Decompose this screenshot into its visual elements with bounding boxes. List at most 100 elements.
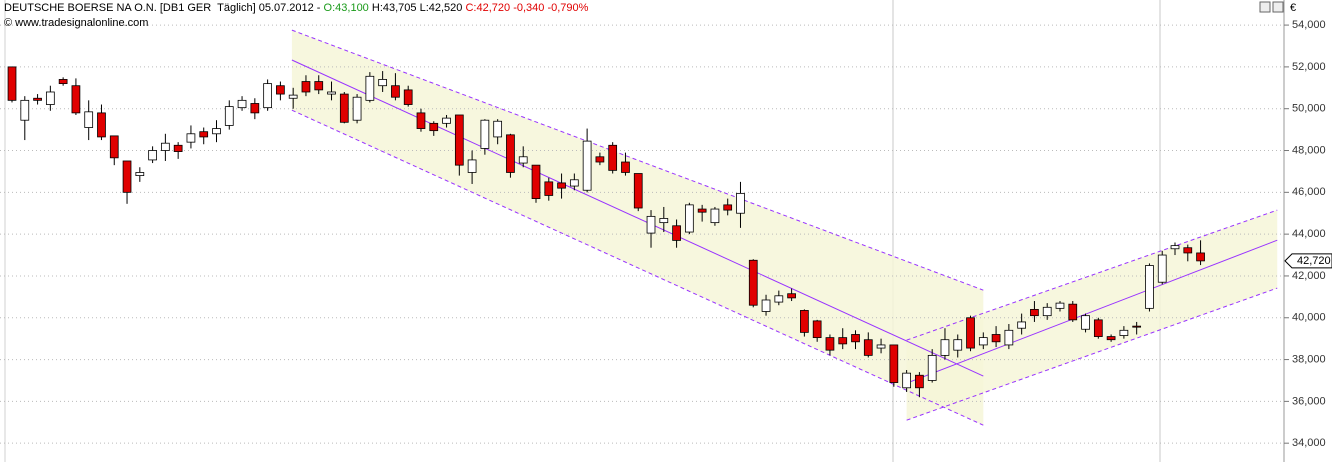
channel-band <box>291 30 984 426</box>
candle-body <box>557 182 566 189</box>
y-tick-label: 36,000 <box>1292 395 1326 407</box>
candle-body <box>748 259 758 306</box>
quote-close: C:42,720 <box>465 2 511 14</box>
candle-body <box>263 83 272 109</box>
candle-body <box>33 97 42 101</box>
candle-body <box>915 374 924 389</box>
y-tick-label: 34,000 <box>1292 437 1326 449</box>
candle-body <box>621 161 630 173</box>
candle-body <box>1004 329 1014 346</box>
candle-body <box>480 119 490 149</box>
candle-body <box>966 317 975 349</box>
candle-body <box>800 310 809 333</box>
candle-body <box>684 204 694 233</box>
candle-body <box>122 160 132 193</box>
candle-body <box>186 133 196 143</box>
candle-body <box>250 103 260 114</box>
candle-body <box>454 114 464 166</box>
candle-body <box>1170 245 1180 250</box>
header: DEUTSCHE BOERSE NA O.N. [DB1 GER Täglich… <box>4 1 588 31</box>
candle-body <box>851 334 860 343</box>
candle-body <box>697 208 707 213</box>
candle-body <box>1157 254 1167 283</box>
candle-body <box>825 337 835 351</box>
candle-body <box>429 122 439 132</box>
candle-body <box>1196 252 1205 262</box>
candle-body <box>237 99 247 109</box>
candle-body <box>212 128 221 135</box>
candle-body <box>1132 325 1142 328</box>
candle-body <box>339 93 349 123</box>
channel-middle-line <box>906 239 1278 384</box>
candle-body <box>569 179 579 187</box>
y-tick-label: 48,000 <box>1292 144 1326 156</box>
candle-body <box>467 159 477 173</box>
y-tick-label: 42,000 <box>1292 270 1326 282</box>
candle-body <box>659 218 669 224</box>
quote-change: -0,340 <box>513 2 545 14</box>
minimize-button[interactable] <box>1259 1 1271 13</box>
candle-body <box>812 320 822 339</box>
candle-body <box>20 99 30 121</box>
candle-body <box>148 150 157 161</box>
candle-body <box>161 142 170 151</box>
maximize-button[interactable] <box>1272 1 1284 13</box>
candle-body <box>544 181 554 196</box>
candle-body <box>442 117 451 124</box>
y-tick-label: 50,000 <box>1292 103 1326 115</box>
candle-body <box>1119 329 1129 336</box>
candle-body <box>327 91 336 95</box>
candle-body <box>736 192 745 214</box>
channel-lower-line <box>291 109 984 426</box>
candle-body <box>276 85 285 95</box>
candle-body <box>173 144 183 152</box>
candle-body <box>135 172 145 177</box>
candle-body <box>1017 321 1027 329</box>
candle-body <box>224 106 234 126</box>
candle-body <box>301 81 311 93</box>
candle-body <box>876 344 886 349</box>
last-price-box <box>1284 253 1332 269</box>
candle-body <box>378 79 387 87</box>
currency-label: € <box>1290 2 1296 14</box>
candle-body <box>838 337 848 345</box>
y-tick-label: 54,000 <box>1292 19 1326 31</box>
quote-high: H:43,705 <box>371 2 417 14</box>
y-tick-label: 40,000 <box>1292 312 1326 324</box>
candle-body <box>927 354 937 381</box>
candle-body <box>314 81 324 91</box>
candle-body <box>71 85 81 114</box>
candle-body <box>288 94 298 99</box>
candle-body <box>7 66 17 101</box>
candle-body <box>352 96 362 121</box>
candle-body <box>1068 303 1078 321</box>
candle-body <box>1145 265 1154 309</box>
candle-body <box>97 112 106 138</box>
candle-body <box>991 334 1001 343</box>
candle-body <box>710 208 720 224</box>
candle-body <box>633 173 643 209</box>
candle-body <box>506 134 515 173</box>
candle-body <box>531 164 541 199</box>
candle-body <box>45 91 55 105</box>
candle-body <box>902 372 911 389</box>
candle-body <box>595 156 605 163</box>
y-tick-label: 44,000 <box>1292 228 1326 240</box>
candle-body <box>940 339 950 356</box>
channel-band <box>906 210 1278 421</box>
candle-body <box>1183 247 1193 254</box>
candle-body <box>365 75 375 101</box>
candle-body <box>493 120 503 138</box>
candle-body <box>978 337 988 346</box>
quote-change-pct: -0,790% <box>547 2 589 14</box>
channel-lower-line <box>906 287 1278 421</box>
source: © www.tradesignalonline.com <box>4 17 149 29</box>
candle-body <box>672 225 681 241</box>
candle-body <box>723 204 733 211</box>
y-tick-label: 38,000 <box>1292 353 1326 365</box>
candle-body <box>109 135 119 159</box>
candle-body <box>1042 306 1052 317</box>
candle-body <box>1093 319 1103 337</box>
